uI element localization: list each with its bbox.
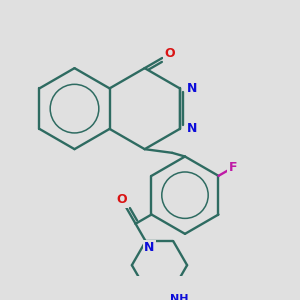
Text: NH: NH bbox=[169, 294, 188, 300]
Text: O: O bbox=[116, 193, 127, 206]
Text: N: N bbox=[187, 122, 197, 135]
Text: N: N bbox=[187, 82, 197, 95]
Text: F: F bbox=[229, 161, 237, 174]
Text: N: N bbox=[144, 241, 154, 254]
Text: O: O bbox=[165, 47, 175, 60]
